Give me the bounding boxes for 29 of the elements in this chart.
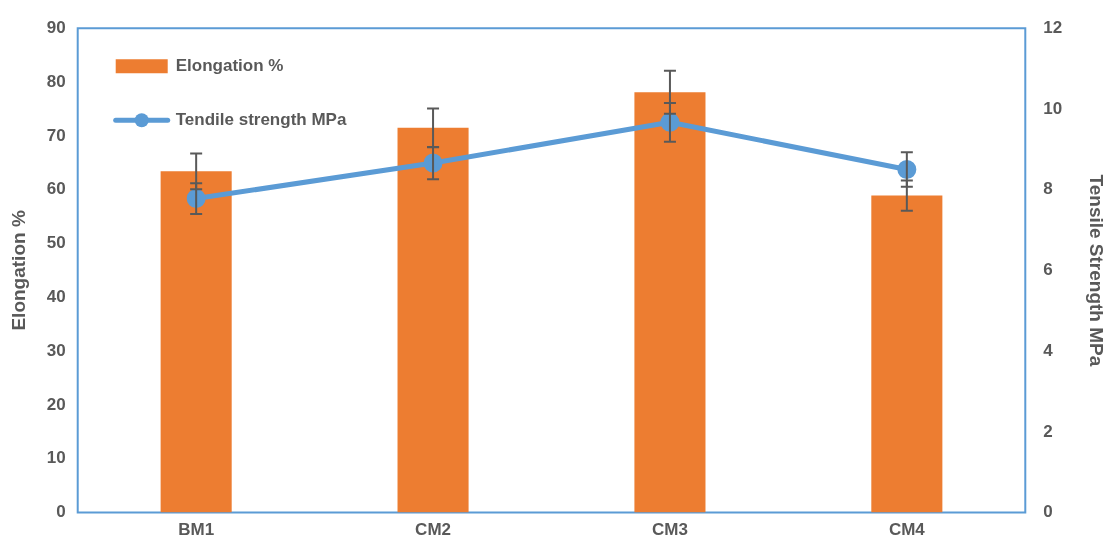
bar xyxy=(871,195,943,513)
y2-tick-label: 6 xyxy=(1043,260,1053,280)
y2-tick-label: 2 xyxy=(1043,421,1053,441)
legend-label: Tendile strength MPa xyxy=(175,109,347,129)
x-tick-label: BM1 xyxy=(178,520,215,540)
bar xyxy=(397,127,469,513)
y-tick-label: 60 xyxy=(46,179,66,199)
y2-tick-label: 0 xyxy=(1043,502,1053,522)
y2-tick-label: 10 xyxy=(1043,98,1063,118)
bar xyxy=(634,92,706,513)
y-tick-label: 80 xyxy=(46,71,66,91)
y-tick-label: 10 xyxy=(46,448,66,468)
y-tick-label: 90 xyxy=(46,17,66,37)
x-tick-label: CM4 xyxy=(888,520,926,540)
legend-label: Elongation % xyxy=(175,55,284,75)
x-tick-label: CM2 xyxy=(415,520,452,540)
x-tick-label: CM3 xyxy=(651,520,688,540)
y-tick-label: 0 xyxy=(56,502,66,522)
y2-tick-label: 4 xyxy=(1043,340,1054,360)
y-tick-label: 70 xyxy=(46,125,66,145)
y-tick-label: 40 xyxy=(46,287,66,306)
bar xyxy=(160,171,232,513)
y-axis-title: Elongation % xyxy=(7,210,29,331)
y-tick-label: 50 xyxy=(46,233,66,253)
y-tick-label: 20 xyxy=(46,394,66,414)
y2-tick-label: 12 xyxy=(1043,17,1063,37)
y-tick-label: 30 xyxy=(46,340,66,360)
y2-tick-label: 8 xyxy=(1043,179,1053,199)
y2-axis-title: Tensile Strength MPa xyxy=(1086,174,1108,367)
